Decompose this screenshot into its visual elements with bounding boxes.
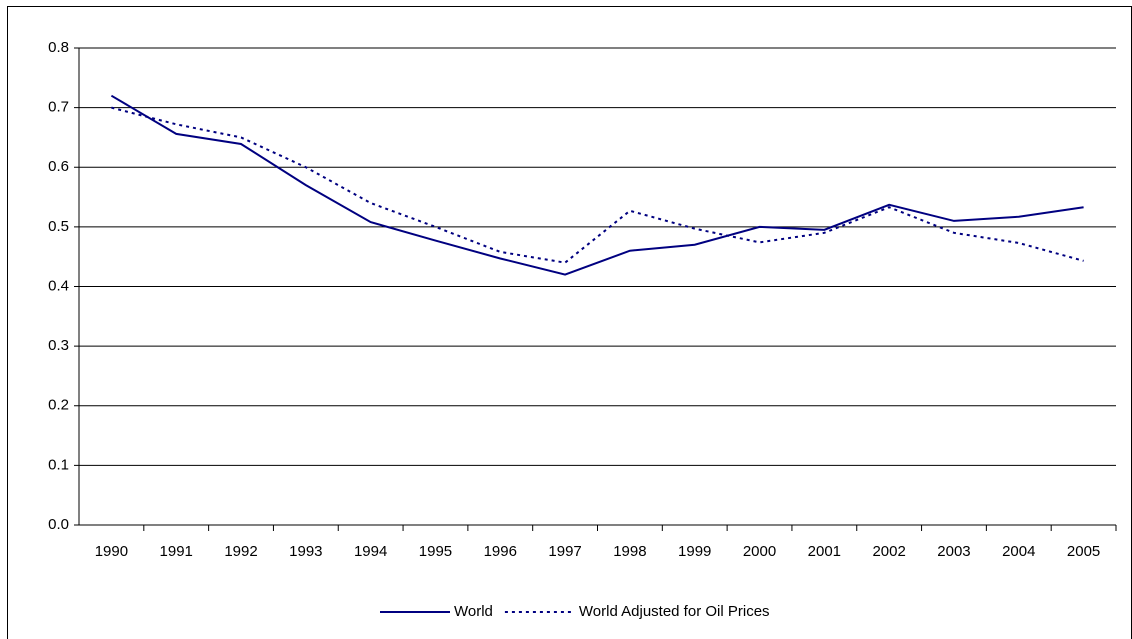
- x-tick-label: 2003: [937, 543, 970, 560]
- x-tick-label: 1994: [354, 543, 387, 560]
- x-tick-label: 1996: [484, 543, 517, 560]
- x-tick-label: 2005: [1067, 543, 1100, 560]
- y-tick-label: 0.7: [48, 99, 69, 116]
- x-tick-label: 1999: [678, 543, 711, 560]
- series-line: [111, 106, 1084, 264]
- x-tick-label: 2000: [743, 543, 776, 560]
- x-tick-label: 1990: [95, 543, 128, 560]
- y-tick-label: 0.3: [48, 337, 69, 354]
- x-tick-label: 2002: [872, 543, 905, 560]
- x-tick-label: 1998: [613, 543, 646, 560]
- x-tick-label: 1992: [224, 543, 257, 560]
- chart-frame: [7, 6, 1132, 639]
- y-tick-label: 0.0: [48, 516, 69, 533]
- y-tick-label: 0.2: [48, 397, 69, 414]
- legend-label: World: [454, 603, 493, 620]
- x-tick-label: 2004: [1002, 543, 1035, 560]
- x-tick-label: 2001: [808, 543, 841, 560]
- y-tick-label: 0.4: [48, 277, 69, 294]
- y-tick-label: 0.6: [48, 158, 69, 175]
- x-tick-label: 1993: [289, 543, 322, 560]
- x-tick-label: 1991: [160, 543, 193, 560]
- legend-label: World Adjusted for Oil Prices: [579, 603, 770, 620]
- x-tick-label: 1997: [548, 543, 581, 560]
- x-tick-label: 1995: [419, 543, 452, 560]
- y-tick-label: 0.1: [48, 456, 69, 473]
- series-line: [110, 94, 1084, 276]
- y-tick-label: 0.8: [48, 39, 69, 56]
- y-tick-label: 0.5: [48, 218, 69, 235]
